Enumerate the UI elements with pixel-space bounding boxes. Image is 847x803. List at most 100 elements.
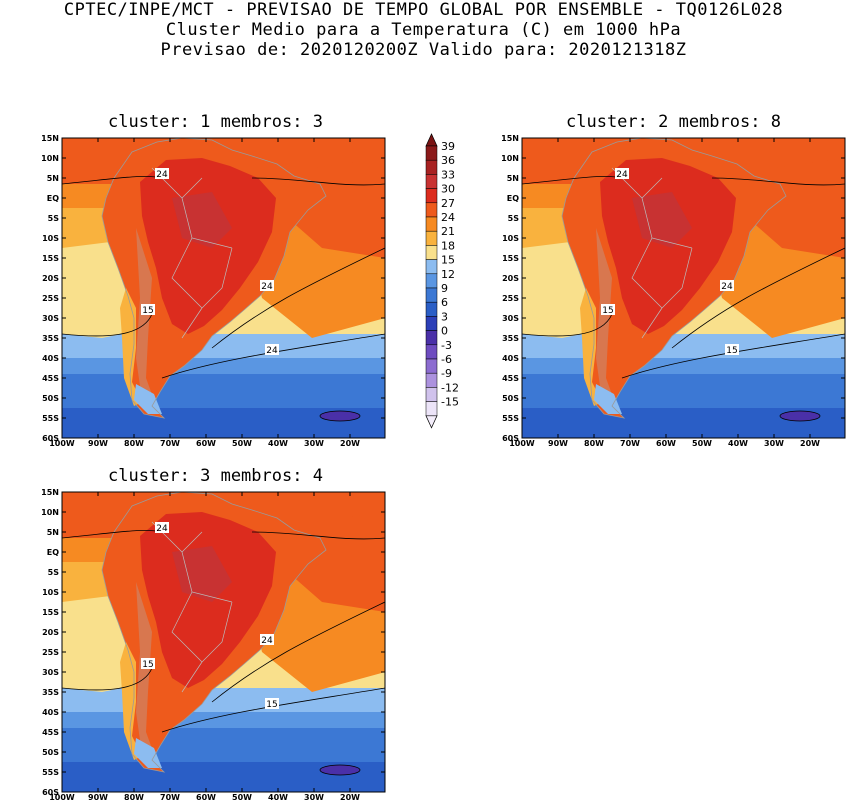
colorbar-label: -9 (441, 367, 452, 380)
country-borders (151, 521, 233, 693)
colorbar-label: 33 (441, 168, 455, 181)
longitude-label: 20W (800, 439, 820, 448)
latitude-label: 5S (48, 568, 60, 577)
longitude-label: 70W (620, 439, 640, 448)
longitude-label: 70W (160, 439, 180, 448)
temperature-band-5 (62, 688, 385, 712)
latitude-label: 45S (502, 374, 519, 383)
colorbar-label: 12 (441, 268, 455, 281)
colorbar-swatch (425, 245, 438, 260)
longitude-label: 70W (160, 793, 180, 802)
latitude-label: 15S (42, 608, 59, 617)
colorbar-label: 0 (441, 325, 448, 338)
latitude-label: 15N (41, 134, 59, 143)
contour-24-south (211, 247, 385, 349)
longitude-label: 30W (304, 793, 324, 802)
latitude-label: 50S (42, 748, 59, 757)
map-3: 24 24 15 15 15N 10N 5N EQ 5S 10S 15S 20S 25S 30S 35S 40… (41, 488, 386, 802)
panel-1-title: cluster: 1 membros: 3 (108, 112, 323, 132)
longitude-label: 60W (196, 793, 216, 802)
longitude-label: 50W (232, 793, 252, 802)
colorbar-swatch (425, 287, 438, 303)
latitude-label: 20S (42, 274, 59, 283)
latitude-label: 5S (48, 214, 60, 223)
longitude-label: 20W (340, 439, 360, 448)
colorbar-swatch (425, 230, 438, 246)
map-frame (61, 491, 386, 793)
temperature-band-6 (62, 712, 385, 728)
colorbar-label: 9 (441, 282, 448, 295)
latitude-label: 40S (502, 354, 519, 363)
temperature-band-6 (62, 358, 385, 374)
panel-2-title: cluster: 2 membros: 8 (566, 112, 781, 132)
latitude-label: 20S (502, 274, 519, 283)
latitude-label: 30S (502, 314, 519, 323)
contour-label: 24 (261, 636, 273, 646)
longitude-label: 80W (584, 439, 604, 448)
contour-label: 15 (266, 700, 277, 710)
latitude-label: 10N (41, 154, 59, 163)
temperature-band-7 (62, 728, 385, 762)
latitude-label: 60S (502, 434, 519, 443)
colorbar-swatch (425, 174, 438, 189)
longitude-label: 30W (764, 439, 784, 448)
colorbar-bottom-arrow (425, 415, 438, 429)
contour-15 (62, 667, 385, 733)
header-title-line-1: CPTEC/INPE/MCT - PREVISAO DE TEMPO GLOBA… (63, 0, 784, 20)
longitude-label: 50W (692, 439, 712, 448)
longitude-label: 100W (509, 439, 535, 448)
latitude-label: 45S (42, 374, 59, 383)
map-1: 24 24 15 24 15N 10N 5N EQ 5S 10S 15S 20S 25S 30S 35S 40… (41, 134, 386, 448)
latitude-label: 15N (41, 488, 59, 497)
coastline (101, 138, 327, 419)
colorbar-swatch (425, 316, 438, 331)
latitude-label: 55S (42, 414, 59, 423)
header-title-line-3: Previsao de: 2020120200Z Valido para: 20… (160, 40, 687, 60)
colorbar-label: 3 (441, 310, 448, 323)
latitude-label: 15S (42, 254, 59, 263)
latitude-label: 40S (42, 708, 59, 717)
latitude-label: 60S (42, 788, 59, 797)
contour-label: 15 (142, 306, 153, 316)
latitude-label: EQ (47, 194, 59, 203)
temperature-band-7 (62, 374, 385, 408)
latitude-label: 15S (502, 254, 519, 263)
colorbar-swatch (425, 301, 438, 317)
longitude-label: 40W (268, 793, 288, 802)
contour-label: 15 (726, 346, 737, 356)
latitude-label: 10S (42, 234, 59, 243)
latitude-label: 15N (501, 134, 519, 143)
longitude-label: 30W (304, 439, 324, 448)
colorbar-label: 39 (441, 140, 455, 153)
contour-15 (62, 313, 385, 379)
colorbar-swatch (425, 387, 438, 402)
colorbar-label: 27 (441, 197, 455, 210)
longitude-label: 60W (196, 439, 216, 448)
temperature-band-5 (522, 334, 845, 358)
country-borders (151, 167, 233, 339)
latitude-label: 60S (42, 434, 59, 443)
colorbar-label: -12 (441, 381, 459, 394)
contour-label: 24 (261, 282, 273, 292)
longitude-label: 100W (49, 793, 75, 802)
longitude-label: 40W (728, 439, 748, 448)
andes-region (120, 288, 142, 406)
latitude-label: 5N (47, 528, 59, 537)
header-title-line-2: Cluster Medio para a Temperatura (C) em … (165, 20, 682, 40)
latitude-label: EQ (47, 548, 59, 557)
colorbar-swatch (425, 202, 438, 218)
colorbar-label: 30 (441, 183, 455, 196)
latitude-label: 10N (41, 508, 59, 517)
colorbar-swatch (425, 372, 438, 388)
colorbar-label: -3 (441, 339, 452, 352)
colorbar-swatch (425, 145, 438, 161)
latitude-label: 55S (42, 768, 59, 777)
colorbar-swatch (425, 259, 438, 275)
coastline (101, 492, 327, 773)
latitude-label: 10N (501, 154, 519, 163)
longitude-label: 20W (340, 793, 360, 802)
temperature-band-6 (522, 358, 845, 374)
longitude-label: 50W (232, 439, 252, 448)
